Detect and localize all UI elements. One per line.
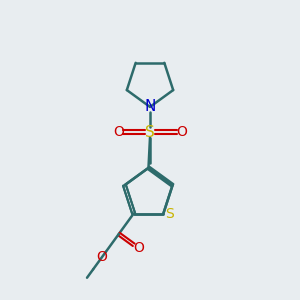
Text: N: N bbox=[144, 99, 156, 114]
Text: O: O bbox=[113, 125, 124, 139]
Text: O: O bbox=[96, 250, 107, 264]
Text: S: S bbox=[145, 125, 155, 140]
Text: O: O bbox=[176, 125, 187, 139]
Text: O: O bbox=[133, 241, 144, 255]
Text: S: S bbox=[166, 206, 174, 220]
